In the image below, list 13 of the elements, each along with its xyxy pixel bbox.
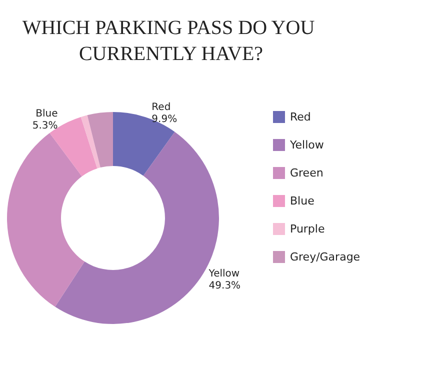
slice-label: Red bbox=[152, 102, 171, 113]
legend-label: Green bbox=[290, 166, 324, 180]
slice-label: Blue bbox=[36, 108, 58, 120]
legend-label: Yellow bbox=[289, 138, 324, 152]
legend-label: Grey/Garage bbox=[290, 250, 360, 264]
legend-label: Purple bbox=[290, 222, 325, 236]
legend-label: Red bbox=[290, 110, 311, 124]
slice-label: Yellow bbox=[208, 268, 240, 280]
data-label: 9.9% bbox=[152, 114, 178, 125]
data-label: 49.3% bbox=[208, 280, 241, 292]
legend-label: Blue bbox=[290, 194, 315, 208]
chart-title: WHICH PARKING PASS DO YOU CURRENTLY HAVE? bbox=[22, 17, 320, 65]
data-label: 5.3% bbox=[32, 120, 58, 132]
